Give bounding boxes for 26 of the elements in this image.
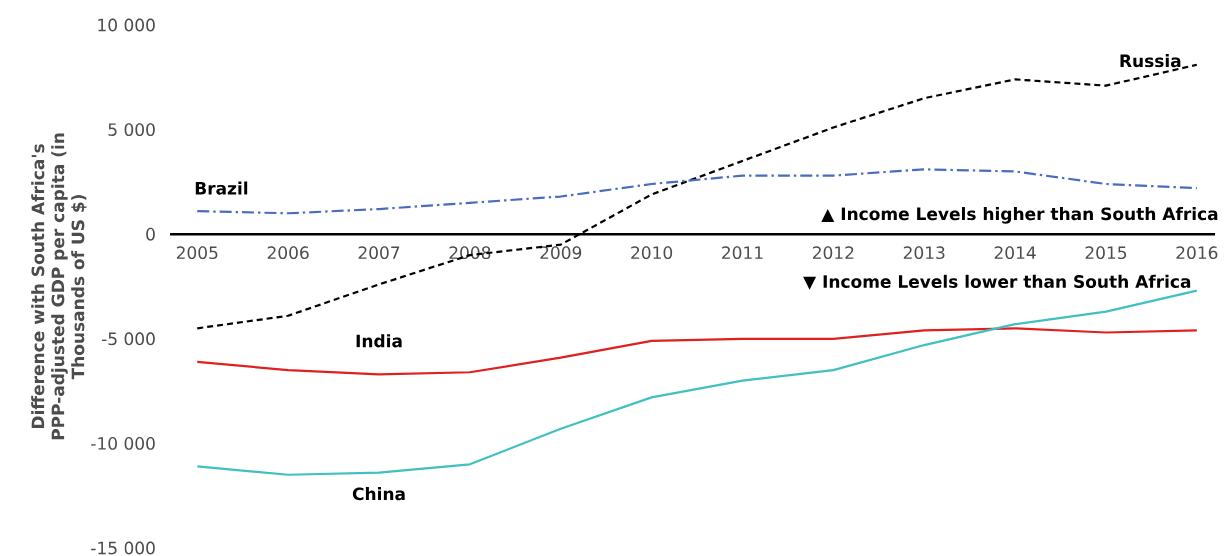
x-tick-label: 2012: [812, 246, 854, 260]
x-tick-label: 2011: [722, 246, 763, 260]
series-label: Russia: [1120, 54, 1181, 68]
x-tick-label: 2006: [267, 246, 309, 260]
x-tick-label: 2015: [1085, 246, 1127, 260]
series-label: India: [356, 334, 402, 348]
x-tick-label: 2010: [631, 246, 673, 260]
series-label: China: [352, 487, 405, 501]
x-tick-label: 2009: [540, 246, 582, 260]
y-tick-label: -15 000: [91, 541, 155, 555]
y-tick-label: 10 000: [98, 18, 155, 32]
annotation: ▼ Income Levels lower than South Africa: [803, 274, 1191, 290]
y-tick-label: -5 000: [101, 332, 155, 346]
x-tick-label: 2013: [903, 246, 945, 260]
line-series: [196, 327, 1198, 376]
y-tick-label: 5 000: [108, 123, 155, 137]
y-tick-label: -10 000: [91, 436, 155, 450]
y-tick-label: 0: [146, 227, 155, 241]
x-tick-label: 2007: [358, 246, 400, 260]
x-tick-label: 2016: [1176, 246, 1218, 260]
line-series: [196, 289, 1198, 476]
y-axis-title: Difference with South Africa's PPP-adjusted GDP per capita (in Thousands of US $): [31, 133, 87, 440]
series-label: Brazil: [195, 181, 248, 195]
x-tick-label: 2014: [994, 246, 1036, 260]
x-tick-label: 2005: [176, 246, 218, 260]
annotation: ▲ Income Levels higher than South Africa: [821, 207, 1218, 224]
